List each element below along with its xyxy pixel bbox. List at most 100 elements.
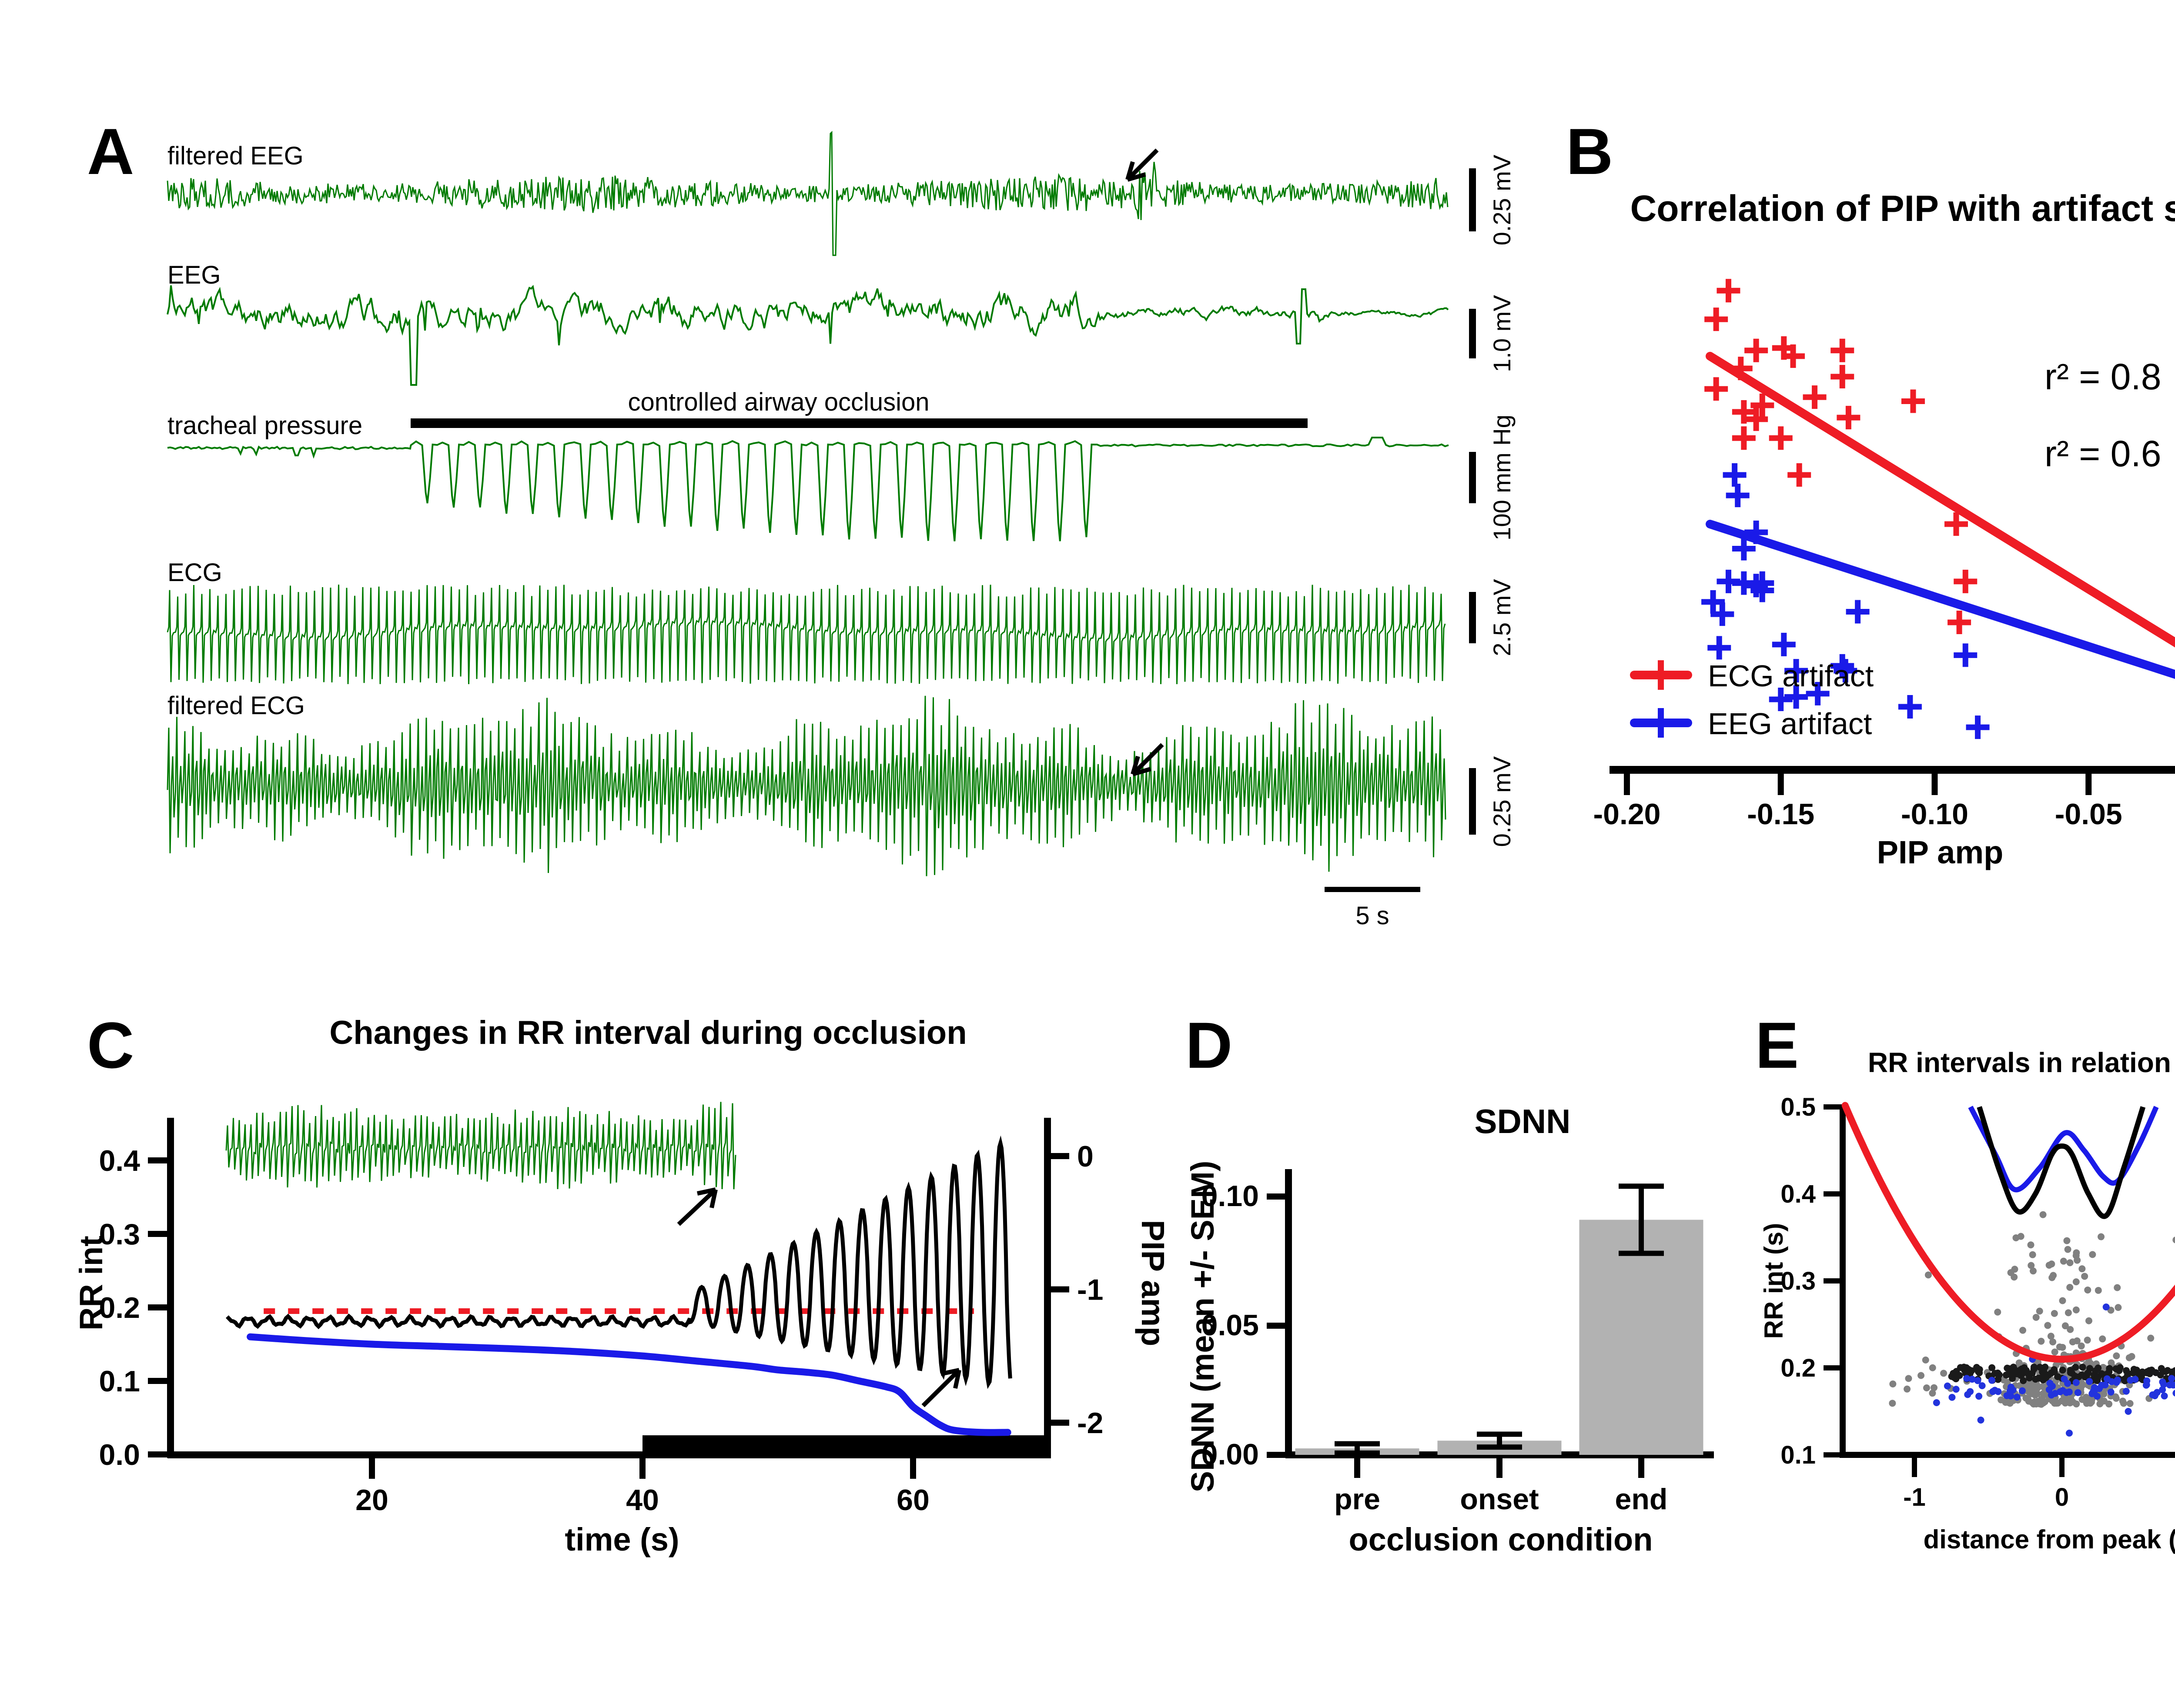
- tick-label: 0.4: [99, 1144, 140, 1177]
- e-dot: [1978, 1382, 1986, 1390]
- e-dot: [2115, 1304, 2122, 1311]
- panel-c-letter: C: [87, 1009, 134, 1082]
- e-dot: [2040, 1367, 2048, 1375]
- b-point: [1744, 338, 1768, 362]
- artifact-arrow-bottom: [1131, 743, 1164, 776]
- e-dot: [2061, 1399, 2069, 1407]
- e-dot: [1905, 1375, 1912, 1382]
- b-point: [1787, 463, 1811, 487]
- trace-filtered-eeg: [167, 130, 1449, 256]
- e-dot: [2050, 1272, 2057, 1279]
- e-dot: [2094, 1377, 2101, 1384]
- e-dot: [2029, 1399, 2036, 1407]
- e-dot: [2091, 1371, 2098, 1379]
- e-dot: [2162, 1368, 2169, 1375]
- e-curve-rr-end: [1841, 1102, 2175, 1363]
- e-dot: [2126, 1400, 2134, 1407]
- e-dot: [2091, 1384, 2098, 1391]
- e-dot: [2060, 1257, 2067, 1265]
- tick-label: -0.05: [2055, 798, 2122, 831]
- e-dot: [1963, 1375, 1971, 1382]
- e-dot: [2078, 1265, 2086, 1273]
- e-dot: [2147, 1334, 2155, 1342]
- e-dot: [2061, 1322, 2069, 1330]
- e-dot: [2134, 1369, 2142, 1377]
- panel-d-ylabel: SDNN (mean +/- SEM): [1185, 1161, 1221, 1493]
- e-dot: [2084, 1337, 2091, 1344]
- e-dot: [2161, 1392, 2168, 1400]
- scale-label-2: 1.0 mV: [1488, 295, 1516, 372]
- e-dot: [1889, 1380, 1897, 1388]
- e-dot: [2113, 1352, 2120, 1360]
- panel-c-xlabel: time (s): [565, 1521, 679, 1558]
- tick-label: 0.1: [99, 1365, 140, 1398]
- e-dot: [2072, 1278, 2080, 1286]
- b-point: [1769, 426, 1793, 450]
- b-point: [1704, 377, 1728, 401]
- e-dot: [2098, 1233, 2105, 1240]
- e-dot: [2153, 1389, 2161, 1396]
- trace-label-filtered-eeg: filtered EEG: [167, 142, 304, 170]
- e-dot: [2072, 1252, 2080, 1259]
- b-point: [1729, 357, 1753, 381]
- e-dot: [1973, 1364, 1980, 1371]
- e-dot: [1889, 1400, 1896, 1407]
- scale-label-1: 0.25 mV: [1488, 154, 1516, 245]
- e-dot: [2021, 1364, 2028, 1371]
- e-dot: [1952, 1386, 1960, 1393]
- panel-e-letter: E: [1755, 1009, 1799, 1082]
- e-dot: [1968, 1376, 1976, 1383]
- e-dot: [1975, 1393, 1983, 1400]
- tick-label: 40: [626, 1484, 659, 1517]
- e-dot: [2049, 1338, 2057, 1346]
- e-dot: [2083, 1373, 2090, 1380]
- panel-b-plot: -0.20-0.15-0.10-0.050.000.80.60.40.2: [1593, 279, 2175, 831]
- b-point: [1784, 659, 1808, 683]
- b-point: [1830, 338, 1854, 362]
- tick-label: 20: [355, 1484, 388, 1517]
- e-dot: [2029, 1267, 2037, 1275]
- e-dot: [2002, 1371, 2010, 1379]
- b-point: [1723, 463, 1747, 487]
- e-dot: [2066, 1284, 2074, 1291]
- e-dot: [2056, 1388, 2064, 1395]
- e-dot: [1977, 1417, 1984, 1424]
- e-dot: [2087, 1360, 2094, 1367]
- e-scatter-black: [1948, 1364, 2175, 1384]
- e-dot: [2029, 1251, 2036, 1258]
- e-dot: [2159, 1378, 2166, 1386]
- e-dot: [1929, 1390, 1936, 1397]
- panel-d-title: SDNN: [1474, 1102, 1570, 1140]
- b-point: [1710, 602, 1734, 626]
- e-dot: [2065, 1430, 2073, 1437]
- e-dot: [1974, 1377, 1981, 1384]
- tick-label: end: [1615, 1483, 1668, 1516]
- tick-label: -1: [1903, 1483, 1926, 1511]
- b-point: [1901, 389, 1925, 413]
- tick-label: -1: [1077, 1273, 1103, 1307]
- b-point: [1784, 685, 1808, 709]
- e-dot: [2042, 1374, 2050, 1381]
- panel-d-letter: D: [1185, 1009, 1232, 1082]
- e-dot: [2044, 1322, 2051, 1329]
- b-point: [1726, 484, 1750, 508]
- e-dot: [1994, 1308, 2001, 1316]
- e-dot: [2061, 1375, 2068, 1383]
- e-dot: [2084, 1286, 2091, 1294]
- tick-label: -2: [1077, 1407, 1103, 1440]
- e-dot: [2059, 1297, 2066, 1304]
- e-scatter-blue: [1933, 1304, 2175, 1437]
- b-point: [1947, 611, 1971, 634]
- tick-label: 0.2: [99, 1291, 140, 1324]
- e-dot: [1968, 1367, 1975, 1374]
- e-dot: [2143, 1369, 2151, 1377]
- e-dot: [2022, 1394, 2030, 1402]
- panel-b: B Correlation of PIP with artifact size …: [1566, 115, 2175, 870]
- b-point: [1772, 632, 1796, 656]
- e-dot: [2108, 1359, 2115, 1367]
- panel-a-letter: A: [87, 115, 134, 188]
- trace-label-tracheal-pressure: tracheal pressure: [167, 411, 362, 440]
- panel-d-plot: 0.00 0.05 0.10 pre onset end: [1201, 1169, 1714, 1516]
- tick-label: 0.0: [99, 1438, 140, 1471]
- artifact-arrow-top: [1125, 148, 1159, 182]
